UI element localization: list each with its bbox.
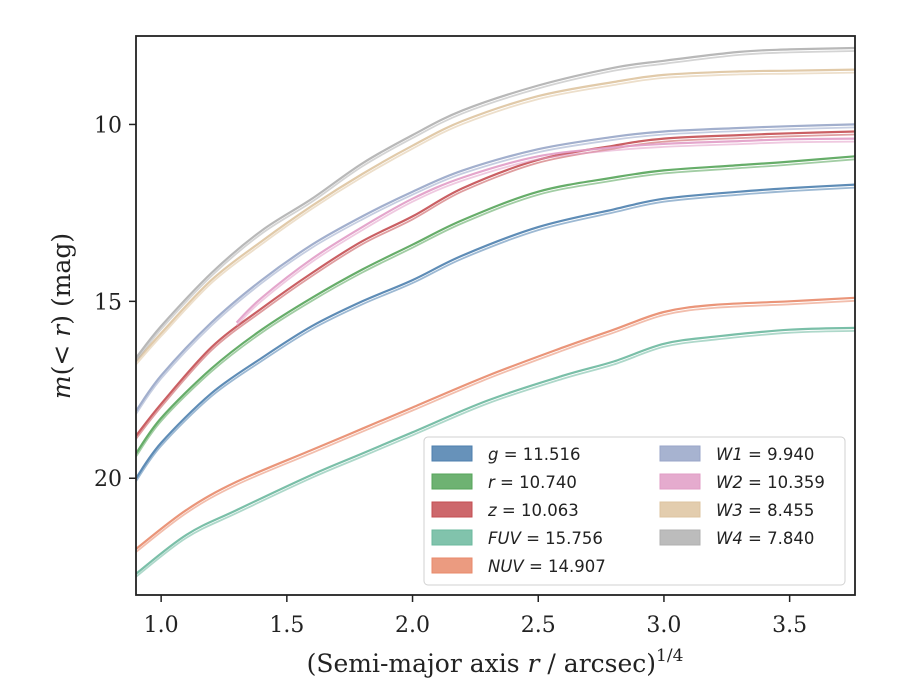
legend-swatch-w1	[659, 445, 701, 462]
legend-frame	[423, 436, 846, 586]
x-tick-label: 1.5	[269, 613, 304, 638]
legend-swatch-z	[431, 501, 473, 518]
y-axis: 10 15 20	[94, 113, 136, 492]
legend-label-w4: W4 = 7.840	[716, 529, 814, 548]
legend-label-g: g = 11.516	[488, 445, 581, 464]
series-line-w2	[235, 137, 855, 324]
series-line-nuv-band	[136, 299, 855, 553]
series-line-w1-band	[136, 126, 855, 415]
x-axis-label: (Semi-major axis r / arcsec)1/4	[307, 646, 684, 678]
series-line-nuv	[136, 296, 855, 550]
series-line-w1	[136, 123, 855, 412]
series-line-w3	[136, 68, 855, 363]
legend-label-w1: W1 = 9.940	[716, 445, 814, 464]
legend-swatch-w2	[659, 473, 701, 490]
series-line-w2-band	[235, 140, 855, 327]
legend-swatch-nuv	[431, 557, 473, 574]
legend-label-w3: W3 = 8.455	[716, 501, 814, 520]
legend-swatch-r	[431, 473, 473, 490]
plot-frame	[135, 35, 856, 596]
series-line-w4-band	[136, 50, 855, 362]
series-layer	[136, 46, 855, 578]
y-tick-label: 15	[94, 290, 122, 315]
legend-label-nuv: NUV = 14.907	[488, 557, 606, 576]
series-line-w4	[136, 46, 855, 359]
series-line-z-band	[136, 133, 855, 440]
legend-swatch-w3	[659, 501, 701, 518]
x-axis: 1.0 1.5 2.0 2.5 3.0 3.5	[144, 595, 807, 638]
legend-swatch-w4	[659, 529, 701, 546]
series-line-g	[136, 183, 855, 479]
x-tick-label: 2.0	[395, 613, 430, 638]
series-line-fuv	[136, 326, 855, 575]
series-line-g-band	[136, 186, 855, 482]
legend-label-fuv: FUV = 15.756	[488, 529, 603, 548]
legend: g = 11.516 r = 10.740 z = 10.063 FUV = 15.7…	[423, 436, 846, 586]
series-line-w3-band	[136, 71, 855, 366]
x-tick-label: 1.0	[144, 613, 179, 638]
y-axis-label: m(< r) (mag)	[47, 233, 76, 399]
legend-swatch-g	[431, 445, 473, 462]
series-line-r-band	[136, 158, 855, 458]
x-tick-label: 3.0	[646, 613, 681, 638]
series-line-r	[136, 155, 855, 455]
series-line-z	[136, 130, 855, 437]
legend-label-z: z = 10.063	[487, 501, 579, 520]
legend-swatch-fuv	[431, 529, 473, 546]
legend-label-w2: W2 = 10.359	[716, 473, 825, 492]
series-line-fuv-band	[136, 330, 855, 578]
y-tick-label: 20	[94, 467, 122, 492]
y-tick-label: 10	[94, 113, 122, 138]
x-tick-label: 2.5	[521, 613, 556, 638]
legend-label-r: r = 10.740	[488, 473, 577, 492]
x-tick-label: 3.5	[772, 613, 807, 638]
